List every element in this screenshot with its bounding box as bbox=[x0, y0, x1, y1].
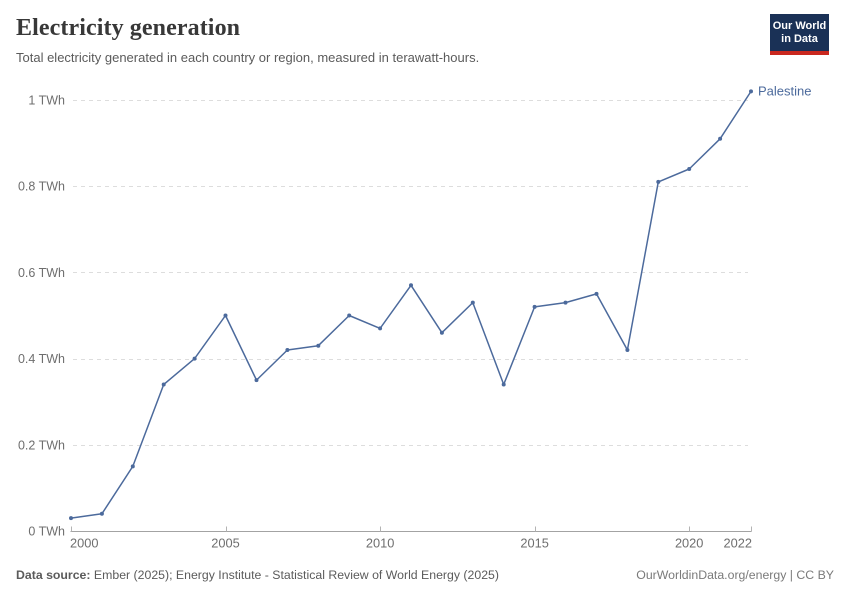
x-axis-tick-label: 2015 bbox=[520, 536, 548, 551]
y-axis-tick-label: 0.6 TWh bbox=[18, 266, 65, 280]
data-point-marker bbox=[470, 300, 475, 305]
data-point-marker bbox=[223, 313, 228, 318]
data-point-marker bbox=[501, 382, 506, 387]
data-point-marker bbox=[656, 179, 661, 184]
logo-line1: Our World bbox=[772, 20, 827, 32]
data-point-marker bbox=[625, 348, 630, 352]
data-point-marker bbox=[409, 283, 413, 288]
entity-label: Palestine bbox=[758, 84, 811, 99]
data-point-marker bbox=[161, 382, 166, 387]
data-point-marker bbox=[749, 89, 753, 94]
datasource-label: Data source: bbox=[16, 568, 91, 582]
data-point-marker bbox=[99, 511, 104, 516]
x-axis-tick-label: 2005 bbox=[211, 536, 239, 551]
x-axis-tick-label: 2020 bbox=[675, 536, 703, 551]
data-point-marker bbox=[439, 330, 444, 335]
y-axis-tick-label: 0.2 TWh bbox=[18, 438, 65, 452]
data-point-marker bbox=[594, 291, 599, 296]
owid-logo: Our World in Data bbox=[770, 14, 829, 55]
page-title: Electricity generation bbox=[16, 15, 241, 41]
x-axis-tick-label: 2022 bbox=[724, 536, 752, 551]
chart-header: Electricity generation Total electricity… bbox=[16, 14, 750, 67]
logo-line2: in Data bbox=[781, 32, 818, 45]
chart-footer: Data source: Ember (2025); Energy Instit… bbox=[16, 568, 834, 582]
data-line bbox=[70, 90, 752, 519]
data-point-marker bbox=[130, 464, 135, 469]
data-point-marker bbox=[254, 378, 259, 383]
y-axis-tick-label: 0.4 TWh bbox=[18, 352, 65, 366]
data-point-marker bbox=[378, 326, 383, 331]
data-point-marker bbox=[285, 348, 290, 352]
y-axis-tick-label: 0.8 TWh bbox=[18, 180, 65, 194]
data-point-marker bbox=[532, 304, 537, 309]
datasource-text: Data source: Ember (2025); Energy Instit… bbox=[16, 568, 499, 582]
data-point-marker bbox=[316, 343, 321, 348]
chart-subtitle: Total electricity generated in each coun… bbox=[16, 49, 480, 65]
data-point-marker bbox=[718, 136, 723, 141]
data-point-marker bbox=[347, 313, 352, 318]
electricity-generation-line-chart: 0 TWh 0.2 TWh 0.4 TWh 0.6 TWh 0.8 TWh 1 TWh 20… bbox=[18, 84, 812, 551]
data-point-marker bbox=[563, 300, 568, 305]
x-axis-tick-label: 2000 bbox=[70, 536, 98, 551]
y-axis-tick-label: 0 TWh bbox=[28, 525, 65, 539]
data-point-marker bbox=[69, 516, 73, 521]
credit-text: OurWorldinData.org/energy | CC BY bbox=[636, 568, 834, 582]
data-point-marker bbox=[687, 167, 692, 171]
x-axis-tick-label: 2010 bbox=[366, 536, 394, 551]
data-point-marker bbox=[192, 356, 197, 361]
y-axis-tick-label: 1 TWh bbox=[28, 94, 65, 108]
